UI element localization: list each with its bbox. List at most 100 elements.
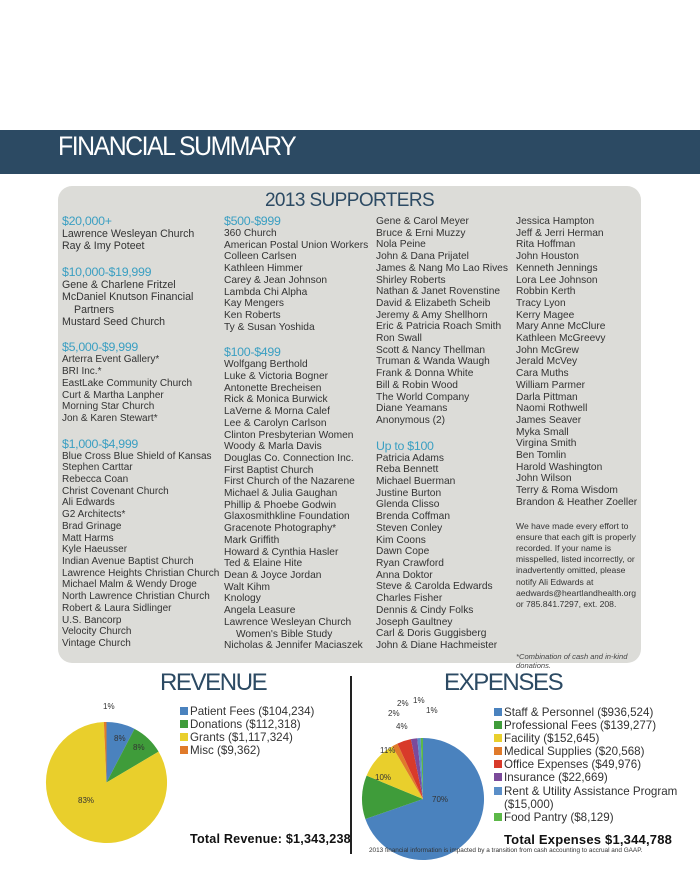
donor: Naomi Rothwell xyxy=(516,403,588,415)
swatch-icon xyxy=(180,707,188,715)
donor: Woody & Marla Davis xyxy=(224,441,322,453)
legend-item: Grants ($1,117,324) xyxy=(180,731,314,744)
donor: Carl & Doris Guggisberg xyxy=(376,628,487,640)
donor: Ron Swall xyxy=(376,333,422,345)
donor: Glaxosmithkline Foundation xyxy=(224,511,350,523)
donor: Justine Burton xyxy=(376,487,442,499)
donor: Terry & Roma Wisdom xyxy=(516,485,618,497)
donor: John Houston xyxy=(516,251,579,263)
donor: EastLake Community Church xyxy=(62,377,193,389)
tier-heading: $100-$499 xyxy=(224,345,281,360)
donor: Kathleen McGreevy xyxy=(516,333,606,345)
tier-heading: $500-$999 xyxy=(224,214,281,228)
donor: Steven Conley xyxy=(376,522,443,534)
donor: Lawrence Wesleyan Church xyxy=(224,616,352,628)
donor: Steve & Carolda Edwards xyxy=(376,581,493,593)
tier-100: $100-$499 Wolfgang Berthold Luke & Victo… xyxy=(224,345,376,652)
total-expenses: Total Expenses $1,344,788 xyxy=(504,832,673,847)
donor: Kenneth Jennings xyxy=(516,262,598,274)
donor: Luke & Victoria Bogner xyxy=(224,371,329,383)
pie-label: 2% xyxy=(388,709,400,718)
donor: Rick & Monica Burwick xyxy=(224,394,328,406)
donor: Lawrence Wesleyan Church xyxy=(62,228,195,240)
legend-item: Donations ($112,318) xyxy=(180,718,314,731)
donor: Gracenote Photography* xyxy=(224,523,337,535)
pie-label: 4% xyxy=(396,722,408,731)
donor: Knology xyxy=(224,593,261,605)
donor: First Baptist Church xyxy=(224,464,314,476)
donor: BRI Inc.* xyxy=(62,366,102,378)
supporters-title: 2013 SUPPORTERS xyxy=(264,190,435,211)
donor: Matt Harms xyxy=(62,532,114,544)
donor: Mark Griffith xyxy=(224,534,280,546)
donor: Dean & Joyce Jordan xyxy=(224,569,322,581)
donor: Kim Coons xyxy=(376,534,426,546)
pie-slice-medical-supplies xyxy=(392,743,423,799)
pie-slice-facility xyxy=(366,746,423,799)
donor: Brenda Coffman xyxy=(376,511,450,523)
legend-label: Office Expenses ($49,976) xyxy=(504,758,642,772)
donor: Blue Cross Blue Shield of Kansas xyxy=(62,450,212,462)
donor: Harold Washington xyxy=(516,461,603,473)
pie-label: 11% xyxy=(380,746,396,755)
legend-label: Misc ($9,362) xyxy=(190,744,261,758)
donor: Brad Grinage xyxy=(62,520,122,532)
tier-heading: $20,000+ xyxy=(62,214,112,228)
donor: Kerry Magee xyxy=(516,309,575,321)
swatch-icon xyxy=(494,773,502,782)
swatch-icon xyxy=(494,760,502,769)
pie-slice-food-pantry xyxy=(420,737,423,799)
donor: Arterra Event Gallery* xyxy=(62,354,160,366)
donor: Michael & Julia Gaughan xyxy=(224,488,338,500)
tier-20000: $20,000+ Lawrence Wesleyan Church Ray & … xyxy=(62,214,222,253)
pie-label: 1% xyxy=(413,696,425,705)
legend-label: Donations ($112,318) xyxy=(190,718,301,732)
donor: Brandon & Heather Zoeller xyxy=(516,496,638,508)
pie-slice-professional-fees xyxy=(361,775,423,820)
donor: Indian Avenue Baptist Church xyxy=(62,555,194,567)
donor: Gene & Charlene Fritzel xyxy=(62,278,176,291)
donor: William Parmer xyxy=(516,379,586,391)
tier-up-to-100: Up to $100 Patricia Adams Reba Bennett M… xyxy=(376,439,518,652)
pie-label: 1% xyxy=(426,706,438,715)
donor: American Postal Union Workers xyxy=(224,239,369,251)
donor: Anonymous (2) xyxy=(376,414,446,426)
tier-heading: Up to $100 xyxy=(376,438,434,453)
donor: Dennis & Cindy Folks xyxy=(376,604,474,616)
donor: Scott & Nancy Thellman xyxy=(376,344,486,356)
donor: Robbin Kerth xyxy=(516,286,576,298)
donor: David & Elizabeth Scheib xyxy=(376,297,491,309)
tier-1000: $1,000-$4,999 Blue Cross Blue Shield of … xyxy=(62,437,222,650)
tier-heading: $5,000-$9,999 xyxy=(62,340,139,355)
donor: Michael Buerman xyxy=(376,476,456,488)
accounting-note: 2013 financial information is impacted b… xyxy=(369,847,643,854)
donor: Jeff & Jerri Herman xyxy=(516,227,604,239)
donor: Kyle Haeusser xyxy=(62,544,128,556)
donor: Robert & Laura Sidlinger xyxy=(62,602,172,614)
donor: Partners xyxy=(74,303,115,316)
donor: U.S. Bancorp xyxy=(62,614,122,626)
donor: 360 Church xyxy=(224,228,277,239)
swatch-icon xyxy=(494,734,502,743)
legend-label: Professional Fees ($139,277) xyxy=(504,719,657,733)
tier-500: $500-$999 360 Church American Postal Uni… xyxy=(224,214,376,333)
pie-label: 8% xyxy=(133,743,145,752)
legend-label: Staff & Personnel ($936,524) xyxy=(504,706,654,719)
pie-label: 8% xyxy=(114,734,126,743)
tier-10000: $10,000-$19,999 Gene & Charlene Fritzel … xyxy=(62,265,222,329)
donor: Lawrence Heights Christian Church xyxy=(62,567,220,579)
donor: Walt Kihm xyxy=(224,581,271,593)
donor: Antonette Brecheisen xyxy=(224,382,322,394)
pie-slice-office-expenses xyxy=(397,739,423,799)
legend-label: Rent & Utility Assistance Program xyxy=(504,784,678,798)
donor: LaVerne & Morna Calef xyxy=(224,406,330,418)
legend-label: Medical Supplies ($20,568) xyxy=(504,745,645,759)
tier-heading: $10,000-$19,999 xyxy=(62,264,152,279)
donor: John & Diane Hachmeister xyxy=(376,639,498,651)
donor: Ryan Crawford xyxy=(376,557,444,569)
donor: Myka Small xyxy=(516,426,569,438)
page-title: FINANCIAL SUMMARY xyxy=(58,131,297,161)
donor: The World Company xyxy=(376,391,470,403)
donor: Women's Bible Study xyxy=(236,628,333,640)
donor: Rita Hoffman xyxy=(516,239,576,251)
